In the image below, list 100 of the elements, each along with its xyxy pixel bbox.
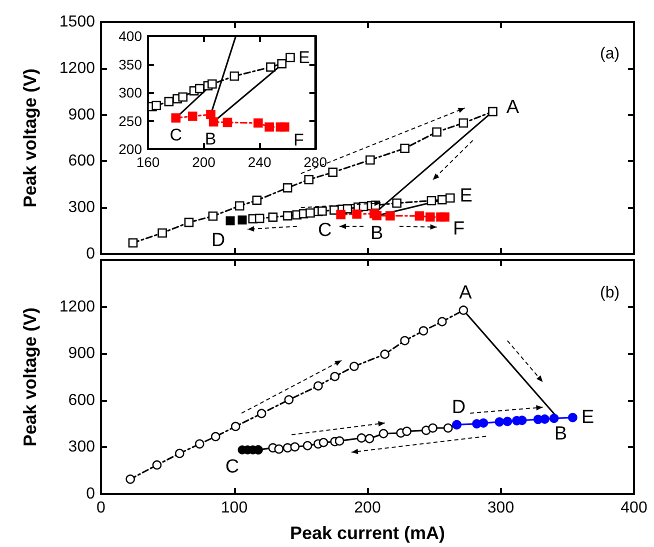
x-tick-label: 0 [96,500,106,516]
point [178,92,188,102]
point [230,71,240,81]
y-tick-label: 900 [68,106,96,124]
point [386,211,395,220]
point [282,183,292,192]
point [380,350,390,359]
annotation: C [225,456,240,478]
annotation: F [293,130,304,150]
point [392,198,402,208]
point [302,440,312,450]
point [318,206,327,216]
point [171,113,181,123]
point [458,118,468,128]
annotation: C [170,125,182,144]
point [280,122,290,132]
y-tick-label: 600 [68,152,96,170]
point [494,417,504,427]
point [540,414,550,424]
point [568,412,578,422]
x-tick-label: 100 [220,500,248,516]
point [210,432,220,442]
point [290,442,300,452]
point [328,168,338,177]
point [334,436,344,446]
annotation: (b) [600,284,620,302]
x-tick-label: 160 [136,154,160,170]
point [502,416,512,426]
y-tick-label: 1200 [59,60,96,77]
annotation: B [554,423,568,444]
x-tick-label: 200 [354,500,381,516]
point [445,193,455,203]
point [252,196,262,205]
point [282,443,292,452]
point [266,62,276,72]
point [400,336,410,346]
point [254,214,264,224]
annotation: F [452,218,465,240]
point [208,117,218,127]
annotation: B [370,223,384,244]
annotation: B [204,129,216,148]
point [126,474,135,484]
point [318,438,328,448]
annotation: C [318,220,332,242]
point [425,212,435,222]
point [238,215,247,224]
point [208,211,218,221]
y-tick-label: 350 [118,56,142,72]
y-tick-label: 1200 [59,298,96,316]
point [426,196,436,206]
point [264,122,274,132]
y-tick-label: 600 [68,392,96,409]
y-tick-label: 300 [118,84,142,100]
annotation: E [460,186,472,207]
point [402,426,412,436]
point [350,362,359,372]
point [268,212,278,222]
y-tick-label: 400 [118,28,142,44]
point [230,422,240,432]
y-tick-label: 0 [86,486,96,502]
point [364,434,374,444]
point [274,444,284,454]
point [207,79,217,89]
point [184,218,194,228]
point [128,238,138,248]
point [330,372,340,382]
point [372,210,382,220]
point [314,381,323,391]
point [158,228,167,238]
y-tick-label: 250 [118,112,142,129]
y-tick-label: 300 [68,438,96,456]
y-tick-label: 900 [68,345,96,362]
x-tick-label: 300 [487,500,514,516]
point [254,118,263,128]
y-tick-label: 200 [118,141,142,157]
point [418,326,428,336]
annotation: A [506,97,520,118]
point [366,155,375,165]
annotation: D [452,397,466,418]
y-tick-label: 1500 [59,14,96,30]
point [282,211,292,220]
annotation: D [211,230,226,252]
point [226,216,235,226]
x-axis-title: Peak current (mA) [290,523,446,543]
point [234,201,244,211]
point [304,174,314,184]
point [432,127,442,137]
point [336,210,346,220]
point [174,448,184,458]
point [352,209,362,219]
point [194,84,204,94]
point [428,423,438,433]
annotation: E [581,407,594,428]
point [400,144,410,154]
point [437,195,447,204]
y-axis-title: Peak voltage (V) [20,68,40,208]
point [378,428,388,438]
point [188,112,198,121]
x-tick-label: 280 [304,154,328,170]
point [443,423,453,433]
